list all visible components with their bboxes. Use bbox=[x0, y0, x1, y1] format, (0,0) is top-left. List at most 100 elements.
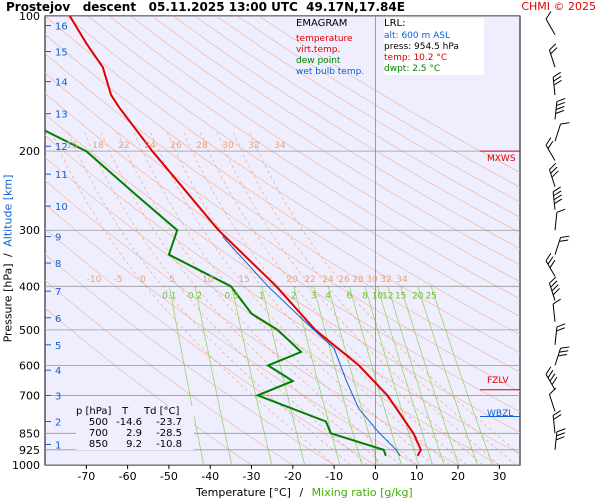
lrl-box: LRL: alt: 600 m ASL press: 954.5 hPa tem… bbox=[384, 18, 484, 75]
mixing-ratio-label: 0.5 bbox=[225, 291, 239, 301]
moist-adiabat bbox=[248, 130, 520, 455]
wind-barb bbox=[552, 71, 562, 96]
dry-adiabat bbox=[45, 113, 520, 433]
table-cell: 700 bbox=[88, 428, 108, 439]
x-axis-label: Temperature [°C] bbox=[196, 486, 291, 499]
lrl-temp: temp: 10.2 °C bbox=[384, 53, 448, 63]
summary-table: p [hPa] T Td [°C] 500 -14.6 -23.7 700 2.… bbox=[76, 406, 194, 450]
mixing-ratio-label: 8 bbox=[362, 291, 368, 301]
wind-barb-shaft bbox=[554, 123, 562, 142]
theta-label: 10 bbox=[202, 275, 214, 285]
lrl-title: LRL: bbox=[384, 18, 406, 29]
mixing-ratio-label: 10 bbox=[372, 291, 384, 301]
theta-label: -5 bbox=[114, 275, 123, 285]
wind-barb bbox=[545, 252, 556, 277]
theta-label: 28 bbox=[352, 275, 364, 285]
legend-box: EMAGRAM temperature virt.temp. dew point… bbox=[296, 18, 376, 78]
theta-label: 30 bbox=[366, 275, 378, 285]
wind-barb bbox=[552, 186, 563, 210]
theta-label: -10 bbox=[87, 275, 102, 285]
moist-adiabat bbox=[50, 130, 335, 465]
wind-barb bbox=[548, 276, 560, 301]
wind-barb-feather bbox=[552, 186, 561, 193]
mxws-label: MXWS bbox=[487, 154, 516, 164]
wind-barb-feather bbox=[556, 101, 566, 107]
table-cell: 500 bbox=[88, 417, 108, 428]
wind-barb-shaft bbox=[554, 431, 558, 450]
y-axis-label-2: Altitude [km] bbox=[1, 174, 15, 247]
wind-barb-feather bbox=[551, 376, 558, 385]
wind-barb-shaft bbox=[552, 303, 556, 322]
theta-label: 22 bbox=[304, 275, 315, 285]
lrl-press: press: 954.5 hPa bbox=[384, 42, 459, 52]
pressure-tick-label: 400 bbox=[19, 280, 40, 293]
wind-barb-shaft bbox=[545, 373, 556, 391]
pressure-tick-label: 300 bbox=[19, 224, 40, 237]
theta-label: 24 bbox=[322, 275, 334, 285]
mixing-ratio-label: 25 bbox=[425, 291, 436, 301]
wind-barb-feather bbox=[550, 47, 558, 55]
wind-barb-feather bbox=[549, 387, 557, 395]
pressure-tick-label: 700 bbox=[19, 389, 40, 402]
altitude-tick-label: 15 bbox=[55, 48, 68, 59]
wind-barb bbox=[548, 43, 558, 68]
curve-dew-point bbox=[45, 129, 387, 457]
lrl-dwpt: dwpt: 2.5 °C bbox=[384, 64, 441, 74]
wind-barb-feather bbox=[553, 190, 562, 197]
wind-barb-shaft bbox=[554, 326, 558, 345]
theta-label: 30 bbox=[222, 141, 234, 151]
dry-adiabat bbox=[215, 16, 520, 203]
wind-barb-feather bbox=[550, 280, 558, 288]
wind-barb bbox=[552, 298, 561, 322]
wind-barb-shaft bbox=[545, 18, 556, 35]
dry-adiabat bbox=[130, 16, 520, 266]
wind-barb-feather bbox=[552, 71, 561, 78]
wind-barb bbox=[548, 162, 559, 187]
dry-adiabat bbox=[194, 16, 520, 218]
wind-barb-feather bbox=[556, 428, 566, 433]
moist-adiabat bbox=[149, 130, 434, 465]
wind-barb-feather bbox=[547, 256, 554, 265]
table-cell: -23.7 bbox=[156, 417, 182, 428]
altitude-tick-label: 14 bbox=[55, 78, 68, 89]
theta-label: 34 bbox=[274, 141, 286, 151]
mixing-ratio-label: 20 bbox=[412, 291, 424, 301]
mixing-ratio-label: 4 bbox=[325, 291, 331, 301]
theta-label: 26 bbox=[338, 275, 350, 285]
plot-area bbox=[44, 15, 521, 466]
wind-barb-feather bbox=[547, 140, 554, 149]
wind-barb-feather bbox=[545, 11, 552, 20]
altitude-tick-label: 7 bbox=[55, 287, 61, 298]
legend-dew-point: dew point bbox=[296, 56, 341, 66]
wind-barb-shaft bbox=[554, 237, 562, 255]
altitude-tick-label: 3 bbox=[55, 391, 61, 402]
wind-barb-feather bbox=[556, 432, 566, 437]
wind-barb-feather bbox=[550, 166, 558, 174]
altitude-tick-label: 10 bbox=[55, 202, 68, 213]
lrl-alt: alt: 600 m ASL bbox=[384, 31, 450, 41]
altitude-tick-label: 4 bbox=[55, 366, 61, 377]
mixing-ratio-label: 1 bbox=[259, 291, 265, 301]
temperature-tick-label: 20 bbox=[451, 470, 465, 483]
wind-barb bbox=[552, 410, 562, 434]
wind-barb-shaft bbox=[548, 394, 556, 412]
wind-barb-feather bbox=[552, 288, 560, 296]
dry-adiabat bbox=[173, 16, 520, 234]
pressure-tick-label: 850 bbox=[19, 427, 40, 440]
wind-barb-shaft bbox=[548, 169, 556, 187]
table-header-p: p [hPa] bbox=[76, 406, 112, 417]
wind-barb-feather bbox=[555, 109, 565, 114]
dry-adiabat bbox=[45, 53, 520, 373]
altitude-tick-label: 12 bbox=[55, 142, 68, 153]
theta-label: 24 bbox=[144, 141, 156, 151]
wind-barb-feather bbox=[555, 105, 565, 110]
wind-barb-shaft bbox=[554, 348, 562, 366]
wind-barb-feather bbox=[556, 327, 566, 332]
wind-barb bbox=[554, 122, 570, 142]
theta-label: 28 bbox=[196, 141, 208, 151]
wind-barb-feather bbox=[560, 235, 570, 239]
pressure-tick-label: 925 bbox=[19, 444, 40, 457]
mixing-ratio-label: 3 bbox=[311, 291, 317, 301]
temperature-tick-label: -70 bbox=[77, 470, 95, 483]
